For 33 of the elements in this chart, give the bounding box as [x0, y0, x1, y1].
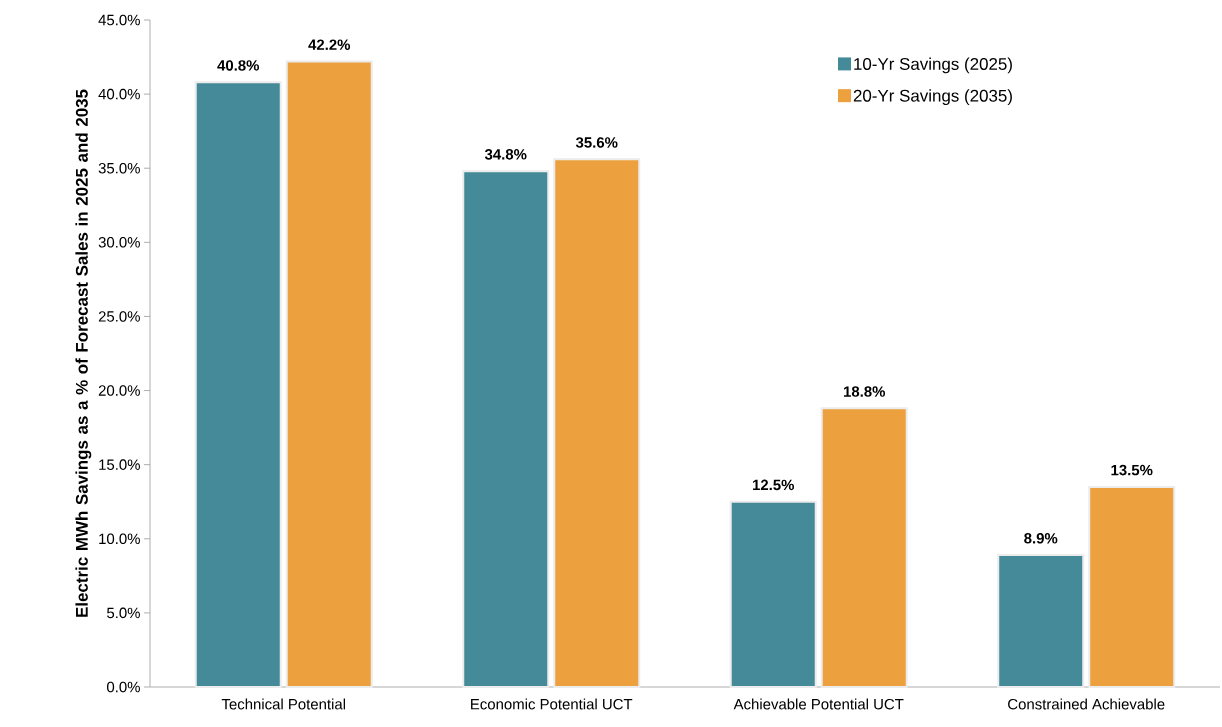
data-label: 12.5%	[752, 479, 795, 491]
x-tick-label: Technical Potential	[221, 698, 346, 710]
bar	[729, 500, 817, 688]
data-label: 34.8%	[484, 149, 527, 160]
bar	[553, 158, 641, 688]
data-label: 40.8%	[217, 60, 260, 71]
legend-label: 20-Yr Savings (2035)	[853, 89, 1012, 106]
bar	[462, 170, 550, 688]
data-label: 13.5%	[1111, 464, 1153, 476]
y-tick-label: 45.0%	[98, 14, 140, 26]
bar	[820, 407, 908, 688]
bar	[1088, 485, 1176, 688]
y-tick-label: 5.0%	[107, 607, 140, 619]
data-label: 18.8%	[843, 386, 886, 397]
y-tick-label: 25.0%	[98, 311, 140, 322]
bar	[997, 554, 1085, 688]
data-label: 8.9%	[1024, 532, 1058, 544]
y-tick-label: 30.0%	[98, 237, 140, 248]
data-label: 42.2%	[308, 39, 351, 50]
y-tick-label: 10.0%	[99, 533, 140, 545]
bar	[194, 81, 282, 688]
y-tick-label: 20.0%	[98, 385, 140, 396]
y-tick-label: 40.0%	[98, 88, 140, 100]
x-tick-label: Economic Potential UCT	[471, 698, 633, 710]
bar	[285, 60, 373, 688]
y-axis-title: Electric MWh Savings as a % of Forecast Sales in 2025 and 2035	[75, 89, 92, 617]
y-tick-label: 0.0%	[107, 681, 140, 693]
x-tick-label: Constrained Achievable	[1008, 698, 1165, 710]
x-tick-label: Achievable Potential UCT	[733, 698, 904, 710]
y-tick-label: 35.0%	[98, 162, 140, 174]
y-tick-label: 15.0%	[99, 459, 140, 470]
data-label: 35.6%	[575, 137, 618, 148]
legend-label: 10-Yr Savings (2025)	[854, 57, 1012, 74]
